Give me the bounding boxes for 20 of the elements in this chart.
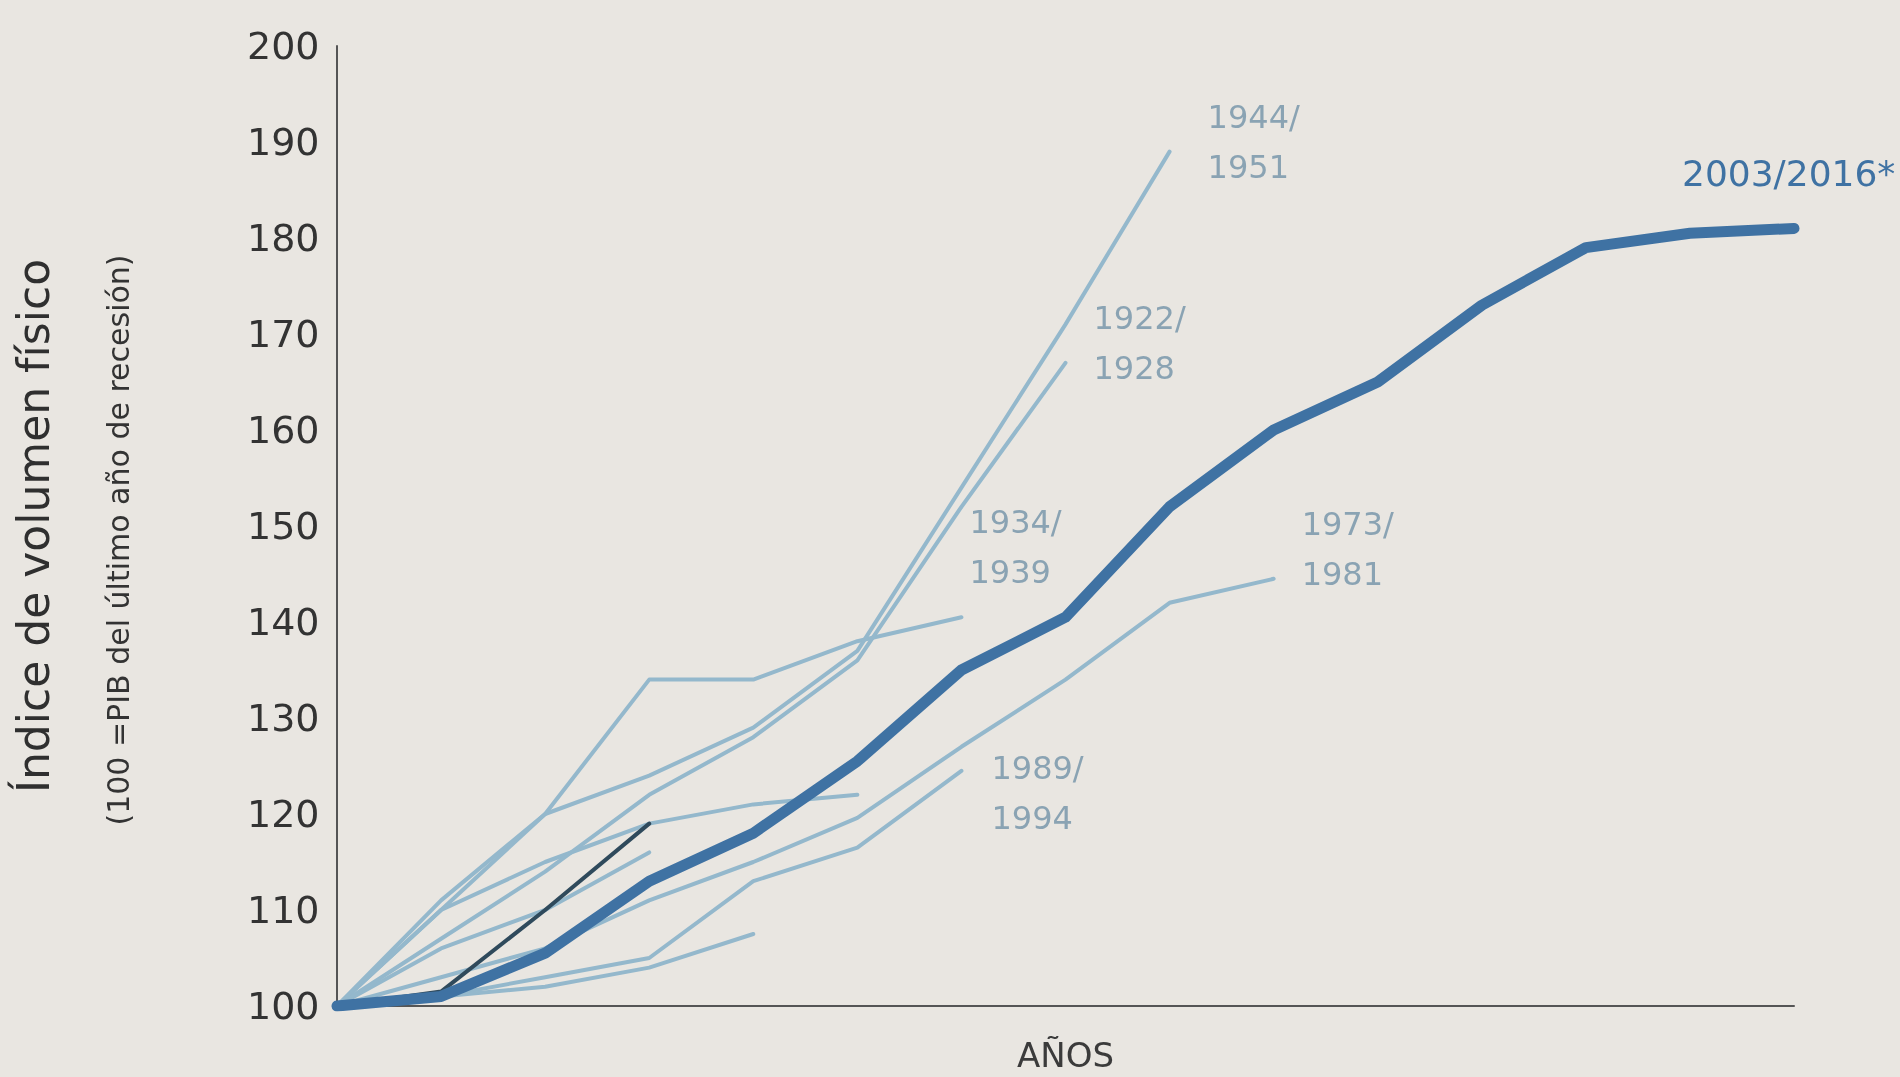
- y-tick-label: 190: [247, 120, 320, 164]
- y-axis-title: Índice de volumen físico: [6, 258, 59, 794]
- y-tick-label: 200: [247, 24, 320, 68]
- series-label: 1922/1928: [1093, 298, 1186, 387]
- x-axis-title: AÑOS: [1016, 1035, 1115, 1075]
- y-tick-label: 160: [247, 408, 320, 452]
- y-tick-label: 120: [247, 792, 320, 836]
- y-tick-label: 180: [247, 216, 320, 260]
- y-tick-label: 110: [247, 888, 320, 932]
- y-tick-label: 130: [247, 696, 320, 740]
- series-label: 1934/1939: [969, 503, 1062, 592]
- series-label: 1973/1981: [1301, 504, 1395, 593]
- y-tick-label: 140: [247, 600, 320, 644]
- y-tick-label: 100: [247, 984, 320, 1028]
- y-tick-label: 170: [247, 312, 320, 356]
- series-label: 1989/1994: [991, 748, 1084, 837]
- text: (100 =PIB del último año de recesión): [100, 254, 136, 826]
- series-label: 2003/2016*: [1682, 152, 1896, 194]
- series-label: 1944/1951: [1207, 97, 1301, 186]
- y-tick-label: 150: [247, 504, 320, 548]
